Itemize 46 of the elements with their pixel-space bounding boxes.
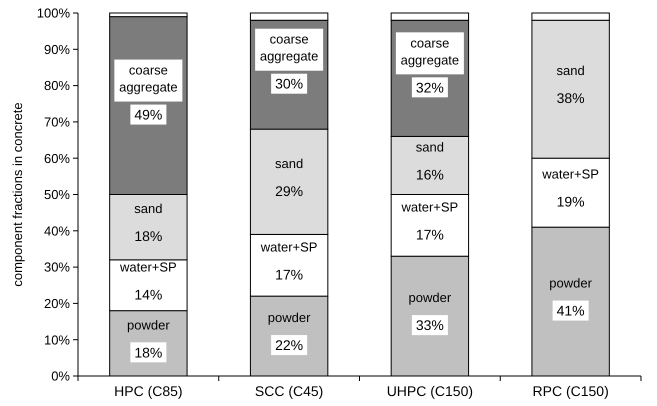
y-tick-label: 50% (44, 187, 70, 202)
data-label: 33% (416, 317, 444, 334)
data-label: 17% (275, 266, 304, 282)
y-tick-label: 90% (44, 42, 70, 57)
text: water+SP (542, 166, 599, 182)
data-label: 16% (416, 166, 444, 182)
text: sand (556, 63, 585, 78)
text: sand (275, 156, 304, 171)
y-tick-label: 0% (51, 368, 70, 384)
x-tick-label: SCC (C45) (254, 383, 324, 399)
data-label: 19% (556, 194, 585, 210)
data-label: 29% (275, 182, 304, 199)
y-tick-label: 70% (44, 114, 70, 130)
y-tick-label: 100% (36, 6, 70, 21)
text: coarse aggregate (260, 32, 318, 64)
data-label: 30% (275, 76, 304, 92)
y-tick-label: 20% (44, 296, 70, 311)
text: powder (408, 290, 452, 306)
data-label: 17% (416, 226, 444, 242)
text: water+SP (402, 199, 458, 214)
series-label: water+SP (119, 259, 177, 274)
data-label: 32% (416, 79, 444, 96)
y-tick-label: 80% (44, 78, 70, 94)
data-label: 49% (134, 106, 162, 123)
text: powder (268, 310, 310, 326)
data-label: 41% (556, 302, 585, 319)
x-tick-label: UHPC (C150) (386, 383, 474, 399)
text: coarse aggregate (400, 35, 460, 68)
data-label: 38% (556, 90, 585, 106)
text: sand (134, 201, 162, 216)
x-tick-label: RPC (C150) (532, 383, 609, 399)
text: water+SP (260, 239, 318, 254)
series-label: sand (416, 139, 444, 154)
y-tick-label: 40% (44, 223, 70, 238)
text: powder (549, 276, 592, 291)
series-label: powder (127, 317, 170, 332)
data-label: 14% (134, 286, 162, 302)
y-tick-label: 30% (44, 260, 70, 275)
y-tick-label: 10% (44, 332, 70, 348)
x-tick-label: HPC (C85) (114, 383, 183, 399)
data-label: 18% (134, 228, 162, 244)
y-axis-title: component fractions in concrete (10, 102, 25, 287)
y-tick-label: 60% (44, 150, 70, 166)
series-label: coarse aggregate (119, 62, 178, 95)
data-label: 22% (275, 337, 304, 354)
data-label: 18% (134, 344, 162, 360)
